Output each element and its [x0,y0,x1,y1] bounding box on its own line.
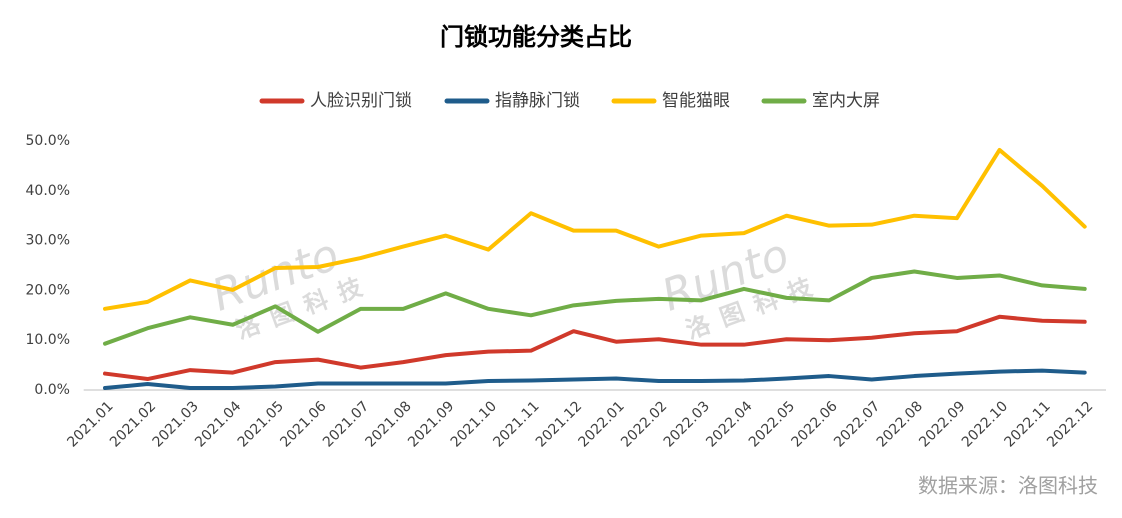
x-tick-label: 2022.02 [618,398,670,450]
y-tick-label: 40.0% [26,183,70,199]
legend-label: 人脸识别门锁 [310,91,412,111]
x-tick-label: 2021.12 [533,398,585,450]
x-tick-label: 2021.04 [192,398,244,450]
x-tick-label: 2022.12 [1044,398,1096,450]
x-tick-label: 2022.09 [916,398,968,450]
x-tick-label: 2021.02 [107,398,159,450]
x-tick-label: 2021.01 [64,398,116,450]
series-line [102,368,1087,391]
x-tick-label: 2021.10 [448,398,500,450]
y-tick-label: 10.0% [26,332,70,348]
chart-title: 门锁功能分类占比 [440,23,632,51]
series-line [102,147,1087,311]
y-tick-label: 30.0% [26,233,70,249]
legend-label: 指静脉门锁 [495,91,580,111]
legend-label: 智能猫眼 [662,91,730,111]
x-tick-label: 2021.09 [405,398,457,450]
x-tick-label: 2022.01 [576,398,628,450]
x-tick-label: 2021.08 [363,398,415,450]
y-tick-label: 0.0% [34,382,70,398]
legend-label: 室内大屏 [812,91,880,111]
y-tick-label: 50.0% [26,133,70,149]
x-tick-label: 2021.03 [150,398,202,450]
x-tick-label: 2022.03 [661,398,713,450]
y-tick-label: 20.0% [26,282,70,298]
source-note: 数据来源：洛图科技 [918,474,1098,498]
x-tick-label: 2022.11 [1002,398,1054,450]
x-tick-label: 2021.11 [490,398,542,450]
x-tick-label: 2021.06 [277,398,329,450]
x-tick-label: 2022.07 [831,398,883,450]
x-tick-label: 2021.07 [320,398,372,450]
x-tick-label: 2022.08 [874,398,926,450]
x-tick-label: 2021.05 [235,398,287,450]
x-tick-label: 2022.05 [746,398,798,450]
x-tick-label: 2022.10 [959,398,1011,450]
x-tick-label: 2022.06 [789,398,841,450]
series-line [102,269,1087,346]
series-line [102,314,1087,382]
x-tick-label: 2022.04 [703,398,755,450]
